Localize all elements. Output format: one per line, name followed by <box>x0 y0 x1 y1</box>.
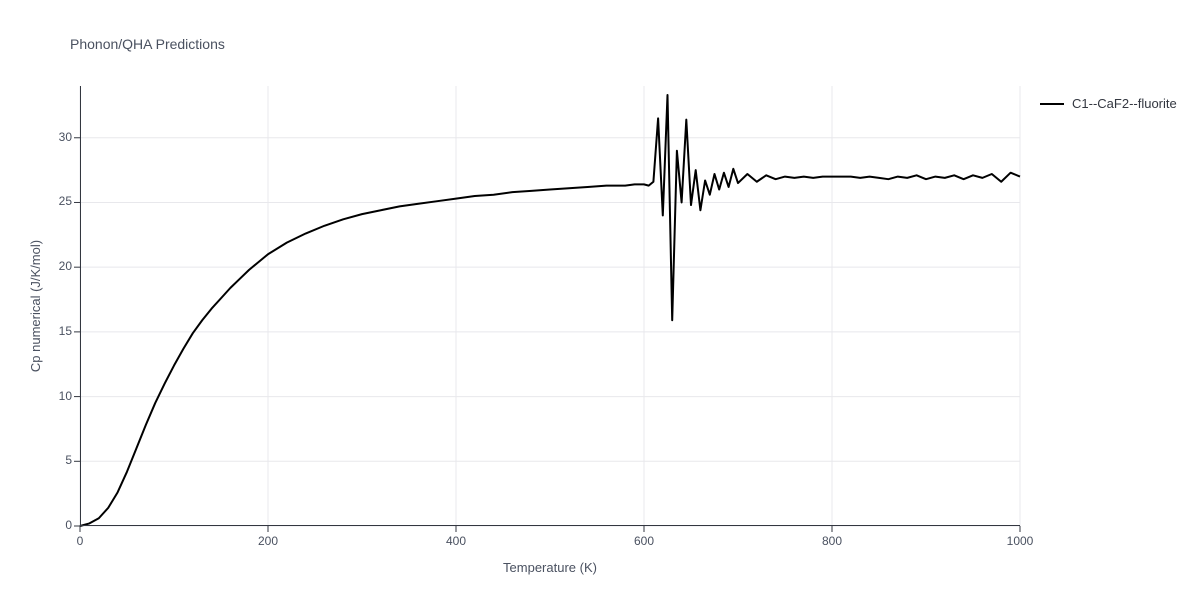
plot-svg <box>80 86 1020 526</box>
x-tick-label: 0 <box>65 534 95 548</box>
x-tick-label: 400 <box>441 534 471 548</box>
y-tick-label: 0 <box>46 518 72 532</box>
legend-swatch <box>1040 103 1064 105</box>
y-tick-label: 20 <box>46 259 72 273</box>
legend: C1--CaF2--fluorite <box>1040 96 1177 111</box>
plot-area <box>80 86 1020 531</box>
legend-label: C1--CaF2--fluorite <box>1072 96 1177 111</box>
x-tick-label: 200 <box>253 534 283 548</box>
chart-title: Phonon/QHA Predictions <box>70 36 225 52</box>
x-tick-label: 600 <box>629 534 659 548</box>
x-axis-label: Temperature (K) <box>80 560 1020 575</box>
x-tick-label: 1000 <box>1005 534 1035 548</box>
y-tick-label: 30 <box>46 130 72 144</box>
y-tick-label: 5 <box>46 453 72 467</box>
y-tick-label: 15 <box>46 324 72 338</box>
y-tick-label: 10 <box>46 389 72 403</box>
y-axis-label: Cp numerical (J/K/mol) <box>28 86 48 526</box>
x-tick-label: 800 <box>817 534 847 548</box>
y-tick-label: 25 <box>46 194 72 208</box>
